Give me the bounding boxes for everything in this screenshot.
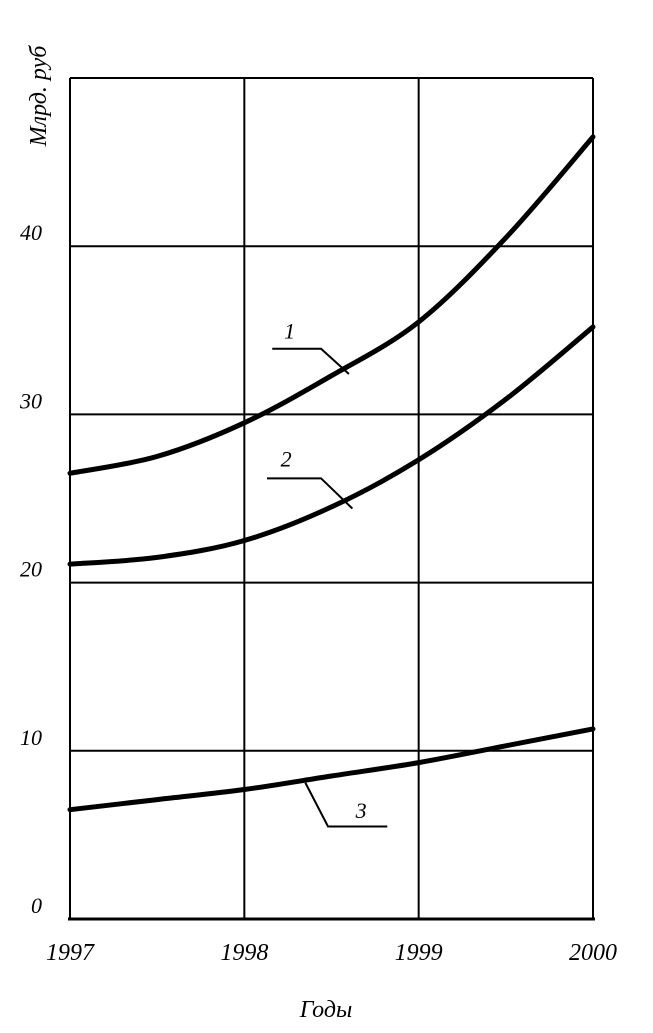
y-tick-label-30: 30 xyxy=(19,388,42,413)
x-axis-title: Годы xyxy=(299,997,353,1023)
series-label-2: 2 xyxy=(281,447,292,472)
x-tick-label-1998: 1998 xyxy=(220,940,268,966)
series-line-3 xyxy=(67,726,596,813)
x-tick-label-1997: 1997 xyxy=(46,940,95,966)
grid xyxy=(68,77,595,921)
y-tick-label-0: 0 xyxy=(31,893,42,918)
series-label-3: 3 xyxy=(355,798,367,823)
y-axis-title: Млрд. руб xyxy=(26,45,52,148)
leader-line-2 xyxy=(266,477,354,510)
series-line-2 xyxy=(67,324,596,567)
series-group xyxy=(67,134,596,813)
series-leaders xyxy=(266,347,388,828)
series-label-1: 1 xyxy=(284,319,295,344)
x-tick-label-1999: 1999 xyxy=(395,940,443,966)
series-line-1 xyxy=(67,134,596,476)
x-tick-label-2000: 2000 xyxy=(569,940,617,966)
y-tick-label-20: 20 xyxy=(20,557,42,582)
leader-line-3 xyxy=(304,782,388,828)
y-tick-label-10: 10 xyxy=(20,725,42,750)
leader-line-1 xyxy=(272,347,350,375)
y-tick-label-40: 40 xyxy=(20,220,42,245)
